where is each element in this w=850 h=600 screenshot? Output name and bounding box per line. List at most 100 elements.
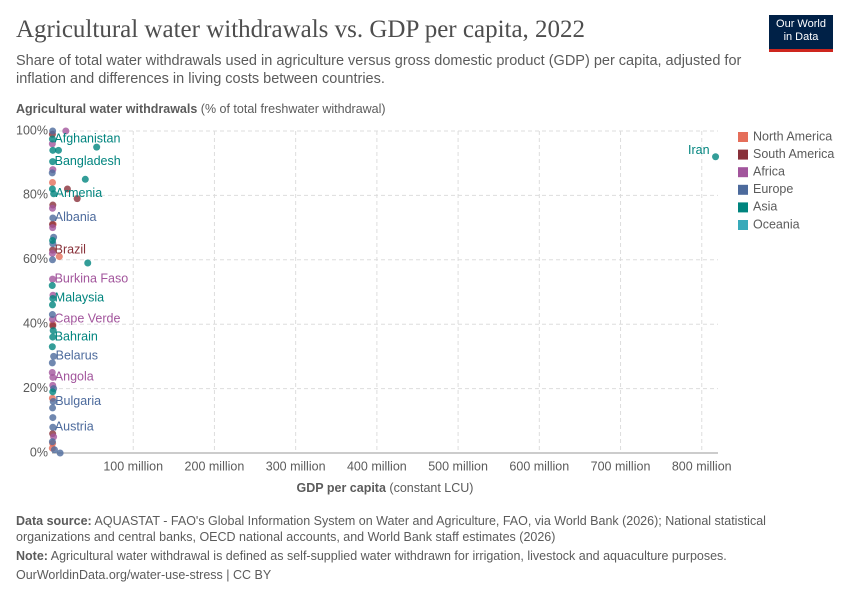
point	[48, 301, 56, 309]
y-axis-unit: (% of total freshwater withdrawal)	[201, 102, 386, 116]
point	[49, 333, 57, 341]
legend-swatch	[738, 167, 748, 178]
point	[49, 275, 57, 283]
legend-swatch	[738, 202, 748, 213]
y-tick-label: 0%	[30, 445, 48, 459]
y-tick-label: 20%	[23, 381, 48, 395]
point-label: Bahrain	[55, 329, 98, 343]
legend-swatch	[738, 220, 748, 230]
y-axis-title: Agricultural water withdrawals	[16, 102, 197, 116]
legend-label: Asia	[753, 200, 777, 214]
subtitle: Share of total water withdrawals used in…	[16, 53, 742, 87]
point	[48, 343, 56, 351]
y-tick-label: 100%	[16, 123, 48, 137]
x-tick-label: 200 million	[185, 459, 245, 473]
point	[48, 249, 56, 257]
point	[48, 179, 56, 187]
legend-label: North America	[753, 129, 832, 143]
point-label: Cape Verde	[54, 312, 120, 326]
point	[49, 294, 57, 302]
point	[48, 369, 56, 376]
point	[56, 449, 64, 457]
point-label: Iran	[688, 143, 710, 157]
point	[48, 359, 56, 367]
footer: Data source: AQUASTAT - FAO's Global Inf…	[16, 513, 816, 586]
point	[49, 127, 57, 135]
point-label: Afghanistan	[54, 131, 120, 145]
point	[48, 135, 56, 143]
logo-text: Our World	[776, 18, 826, 30]
x-axis-unit: (constant LCU)	[389, 481, 473, 495]
point	[49, 414, 57, 422]
point	[81, 175, 89, 183]
x-tick-label: 400 million	[347, 459, 407, 473]
point	[49, 388, 57, 396]
note-text: Agricultural water withdrawal is defined…	[50, 549, 727, 563]
legend-swatch	[738, 184, 748, 195]
x-tick-label: 600 million	[509, 459, 569, 473]
point	[50, 352, 58, 360]
y-tick-label: 80%	[23, 188, 48, 202]
point	[93, 143, 101, 151]
point-label: Brazil	[55, 242, 86, 256]
source: Data source: AQUASTAT - FAO's Global Inf…	[16, 513, 816, 545]
source-text: AQUASTAT - FAO's Global Information Syst…	[16, 514, 766, 544]
legend-swatch	[738, 132, 748, 142]
point	[49, 397, 57, 405]
y-tick-label: 40%	[23, 316, 48, 330]
point-label: Austria	[55, 420, 94, 434]
point	[48, 311, 56, 319]
title: Agricultural water withdrawals vs. GDP p…	[16, 16, 586, 43]
point-label: Bulgaria	[55, 394, 101, 408]
logo-text: in Data	[783, 31, 819, 43]
point	[49, 214, 57, 222]
point	[48, 438, 56, 446]
point	[48, 185, 56, 193]
point	[48, 282, 56, 290]
point	[63, 185, 71, 193]
point	[49, 404, 57, 412]
point	[49, 236, 57, 244]
point	[84, 259, 92, 267]
point-label: Bangladesh	[55, 154, 121, 168]
point	[49, 224, 57, 232]
y-axis-label: Agricultural water withdrawals (% of tot…	[16, 102, 386, 116]
legend-swatch	[738, 149, 748, 160]
chart: Agricultural water withdrawals (% of tot…	[16, 102, 834, 495]
legend-label: Oceania	[753, 217, 800, 231]
point	[73, 195, 81, 203]
x-tick-label: 500 million	[428, 459, 488, 473]
point	[48, 256, 56, 264]
point	[49, 327, 57, 335]
point	[49, 423, 57, 431]
point-label: Burkina Faso	[55, 271, 129, 285]
point-label: Belarus	[56, 349, 98, 363]
point	[48, 140, 56, 148]
point	[48, 169, 56, 177]
point	[48, 315, 56, 323]
point	[54, 146, 62, 154]
y-tick-label: 60%	[23, 252, 48, 266]
logo[interactable]: Our World in Data	[769, 15, 833, 52]
legend-label: Europe	[753, 182, 793, 196]
point-label: Angola	[55, 370, 94, 384]
x-tick-label: 800 million	[672, 459, 732, 473]
source-label: Data source:	[16, 514, 92, 528]
note-label: Note:	[16, 549, 48, 563]
note: Note: Agricultural water withdrawal is d…	[16, 548, 816, 564]
url[interactable]: OurWorldinData.org/water-use-stress | CC…	[16, 568, 272, 582]
point	[55, 253, 63, 261]
point	[48, 204, 56, 212]
x-tick-label: 300 million	[266, 459, 326, 473]
point	[50, 446, 58, 454]
x-axis-label: GDP per capita (constant LCU)	[297, 481, 474, 495]
point	[712, 153, 720, 161]
point-label: Albania	[55, 210, 97, 224]
point-label: Malaysia	[55, 291, 104, 305]
point	[62, 127, 70, 135]
point	[49, 146, 57, 154]
x-tick-label: 700 million	[591, 459, 651, 473]
x-axis-title: GDP per capita	[297, 481, 387, 495]
point	[49, 158, 57, 166]
